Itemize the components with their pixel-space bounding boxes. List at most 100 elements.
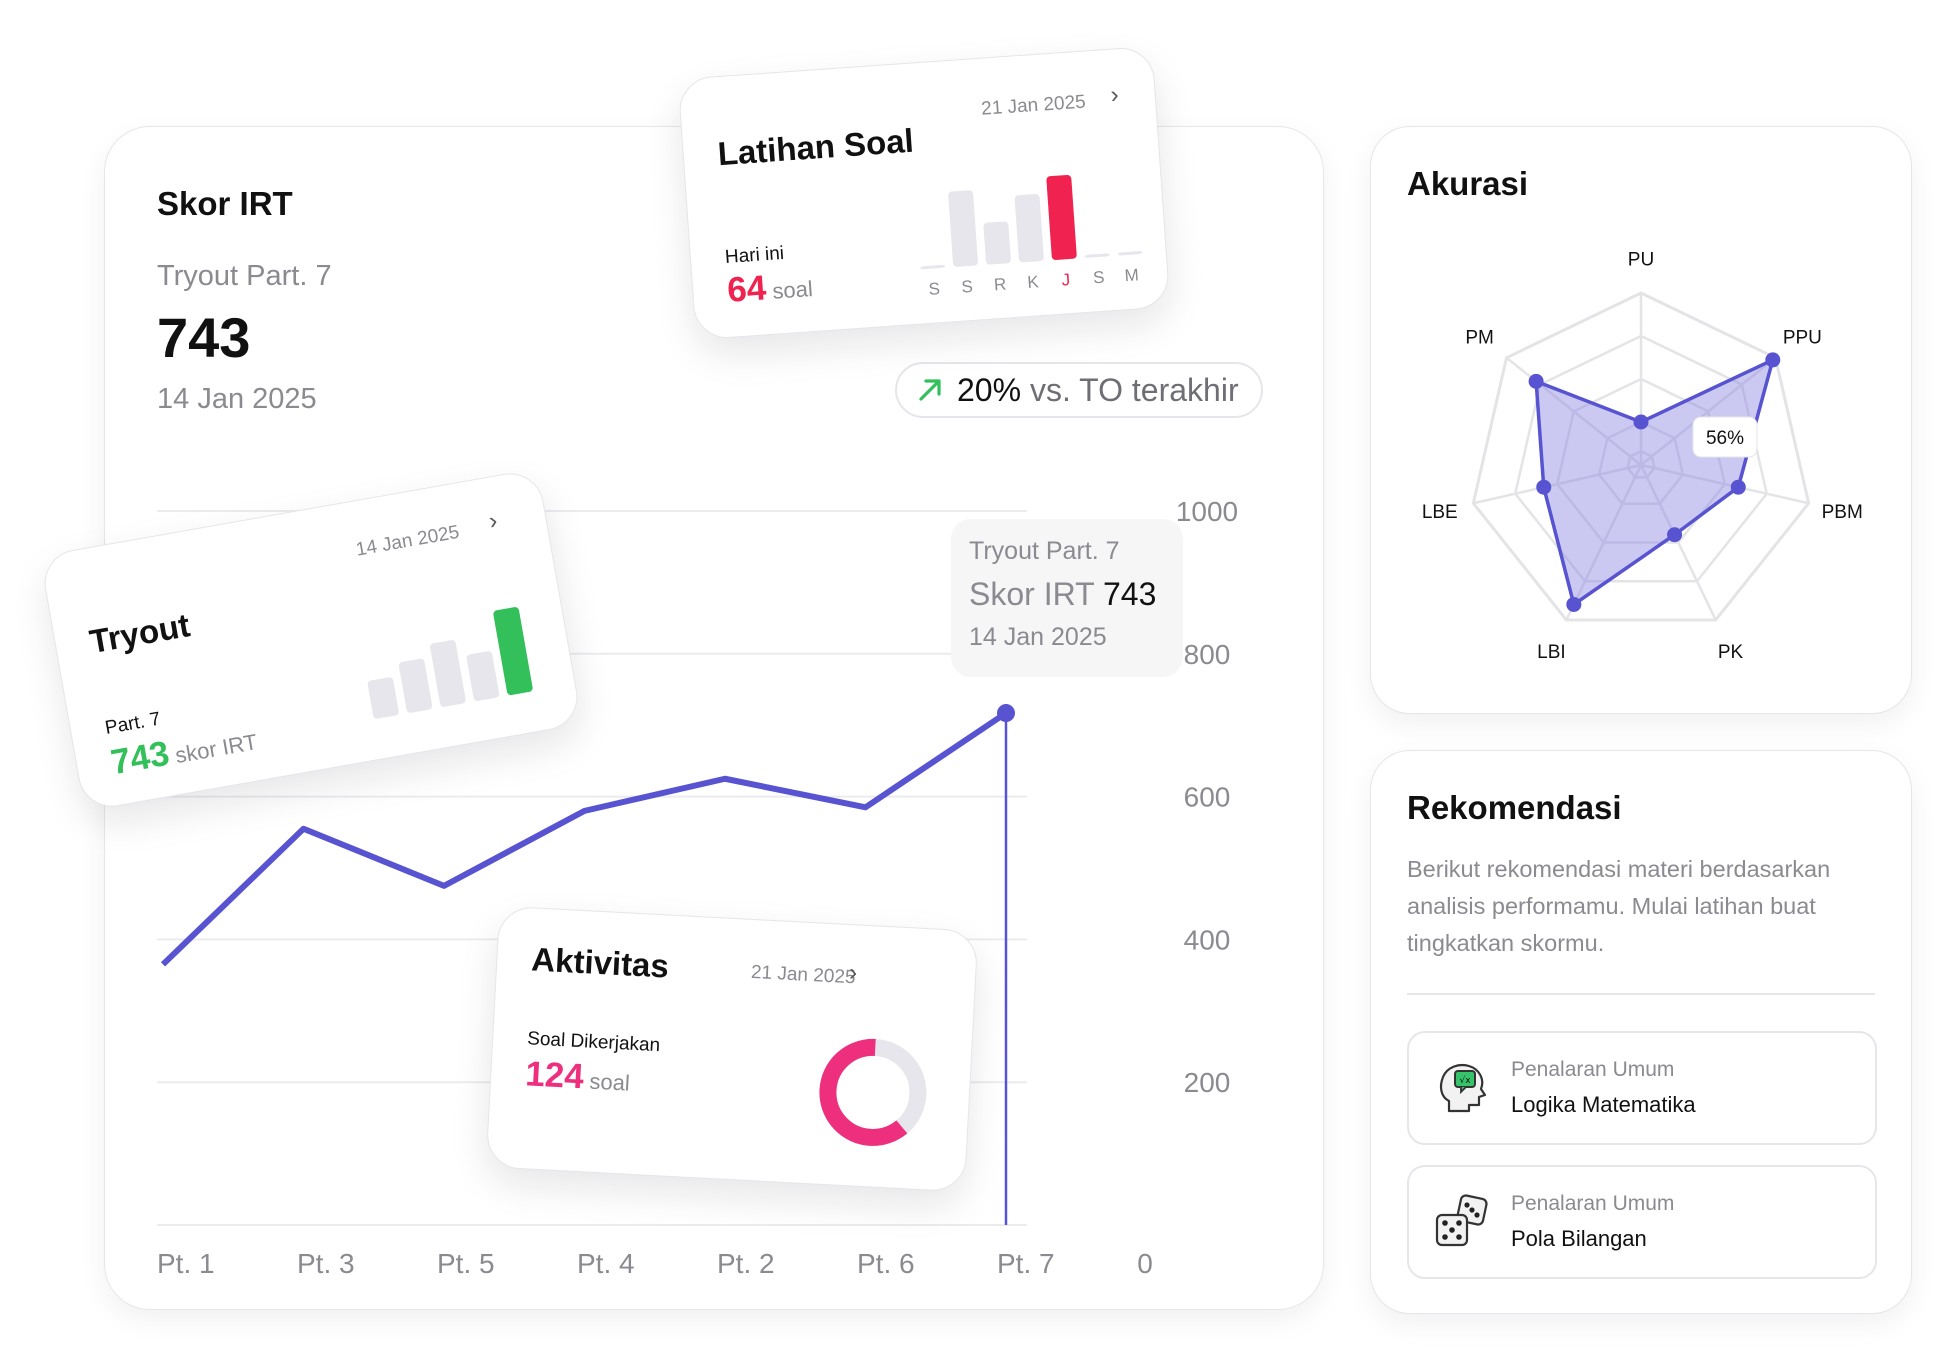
radar-spoke (1473, 463, 1642, 505)
latihan-date: 21 Jan 2025 (980, 91, 1087, 120)
donut-progress (819, 1038, 927, 1146)
radar-point[interactable] (1730, 479, 1746, 495)
y-tick-label: 200 (1184, 1067, 1231, 1098)
svg-text:√x: √x (1459, 1075, 1471, 1086)
radar-spoke (1505, 356, 1642, 466)
tooltip-title: Tryout Part. 7 (969, 537, 1120, 565)
latihan-unit: soal (771, 276, 814, 304)
x-tick-label: Pt. 3 (297, 1248, 355, 1279)
chevron-right-icon[interactable]: › (848, 959, 858, 987)
chevron-right-icon[interactable]: › (1109, 81, 1120, 109)
tryout-subtitle: Tryout Part. 7 (157, 260, 332, 292)
x-tick-label: Pt. 4 (577, 1248, 635, 1279)
aktivitas-title: Aktivitas (530, 940, 670, 985)
radar-axis-label: PPU (1783, 327, 1822, 348)
radar-point[interactable] (1536, 479, 1552, 495)
rekomendasi-description: Berikut rekomendasi materi berdasarkan a… (1407, 856, 1831, 956)
day-label: S (1093, 268, 1106, 288)
radar-grid-ring (1471, 291, 1811, 622)
trend-up-icon (919, 379, 941, 401)
rekomendasi-title: Rekomendasi (1407, 789, 1622, 826)
tryout-card[interactable]: Tryout 14 Jan 2025 › Part. 7 743skor IRT (39, 468, 583, 812)
akurasi-title: Akurasi (1407, 165, 1529, 202)
radar-axis-label: PU (1628, 250, 1654, 271)
highlight-point[interactable] (997, 704, 1015, 723)
rekomendasi-item-pola[interactable]: Penalaran Umum Pola Bilangan (1407, 1165, 1877, 1279)
rekomendasi-item-logika[interactable]: √x Penalaran Umum Logika Matematika (1407, 1031, 1877, 1145)
day-bar (1084, 253, 1110, 258)
radar-axis-label: PM (1465, 327, 1494, 348)
rekomendasi-category: Penalaran Umum (1511, 1192, 1675, 1215)
radar-axis-label: PBM (1822, 502, 1863, 523)
day-bar (948, 190, 978, 267)
aktivitas-donut-chart (819, 1038, 927, 1146)
radar-spoke (1565, 464, 1643, 621)
brain-head-icon: √x (1439, 1063, 1487, 1113)
latihan-value-wrap: 64 soal (726, 265, 814, 311)
radar-spoke (1639, 464, 1717, 621)
aktivitas-date: 21 Jan 2025 (750, 961, 857, 989)
rekomendasi-name: Pola Bilangan (1511, 1226, 1647, 1251)
y-tick-label: 600 (1184, 782, 1231, 813)
day-bar (920, 264, 946, 270)
radar-point[interactable] (1667, 527, 1683, 543)
radar-point[interactable] (1566, 596, 1582, 612)
aktivitas-value: 124 (524, 1054, 585, 1097)
tryout-date: 14 Jan 2025 (354, 521, 461, 561)
radar-grid-ring (1597, 420, 1685, 505)
y-tick-label: 1000 (1176, 496, 1238, 527)
radar-point[interactable] (1765, 352, 1781, 368)
tryout-bar (493, 607, 533, 696)
day-label: S (961, 277, 974, 297)
main-date: 14 Jan 2025 (157, 383, 317, 415)
day-label: M (1124, 265, 1139, 285)
tryout-bar-chart (367, 607, 533, 719)
day-bar (983, 221, 1011, 265)
aktivitas-card[interactable]: Aktivitas 21 Jan 2025 › Soal Dikerjakan … (485, 905, 979, 1193)
skor-irt-title: Skor IRT (157, 185, 293, 222)
rekomendasi-panel: Rekomendasi Berikut rekomendasi materi b… (1370, 750, 1912, 1314)
aktivitas-value-wrap: 124 soal (524, 1054, 631, 1099)
y-tick-label: 400 (1184, 924, 1231, 955)
change-badge: 20% vs. TO terakhir (895, 362, 1263, 418)
tryout-bar (466, 651, 500, 701)
change-text: vs. TO terakhir (1029, 371, 1239, 408)
latihan-title: Latihan Soal (716, 121, 915, 173)
latihan-soal-card[interactable]: Latihan Soal 21 Jan 2025 › Hari ini 64 so… (677, 45, 1171, 341)
tooltip-date: 14 Jan 2025 (969, 623, 1107, 651)
chevron-right-icon[interactable]: › (486, 507, 500, 536)
akurasi-radar-chart: PU PPU PBM PK LBI LBE PM 56% (1422, 250, 1863, 663)
day-label: S (928, 279, 941, 299)
radar-point[interactable] (1633, 414, 1649, 430)
aktivitas-label: Soal Dikerjakan (526, 1028, 661, 1057)
tryout-bar (367, 677, 399, 719)
aktivitas-unit: soal (588, 1068, 631, 1096)
latihan-value: 64 (725, 268, 768, 310)
rekomendasi-name: Logika Matematika (1511, 1092, 1696, 1117)
x-tick-label: Pt. 1 (157, 1248, 215, 1279)
day-bar (1117, 251, 1143, 256)
day-label: K (1027, 272, 1040, 292)
latihan-label: Hari ini (724, 242, 785, 269)
series-line (160, 710, 1008, 967)
x-tick-label: Pt. 2 (717, 1248, 775, 1279)
radar-tooltip: 56% (1692, 416, 1758, 458)
rekomendasi-category: Penalaran Umum (1511, 1058, 1675, 1081)
y-tick-label: 800 (1184, 639, 1231, 670)
x-tick-label: Pt. 5 (437, 1248, 495, 1279)
tooltip-label: Skor IRT (969, 576, 1095, 612)
day-label: R (993, 275, 1007, 295)
radar-spoke (1640, 463, 1809, 505)
day-label: J (1061, 270, 1071, 290)
radar-grid-ring (1626, 449, 1656, 479)
radar-spoke (1640, 356, 1777, 466)
radar-point[interactable] (1528, 373, 1544, 389)
tryout-unit: skor IRT (173, 729, 260, 769)
day-bar (1014, 194, 1044, 263)
day-bar (1046, 174, 1077, 260)
y-tick-label: 0 (1137, 1248, 1153, 1279)
tryout-bar (398, 658, 433, 713)
x-tick-label: Pt. 7 (997, 1248, 1055, 1279)
akurasi-panel: Akurasi PU PPU PBM PK LBI LBE PM 56% (1370, 126, 1912, 714)
